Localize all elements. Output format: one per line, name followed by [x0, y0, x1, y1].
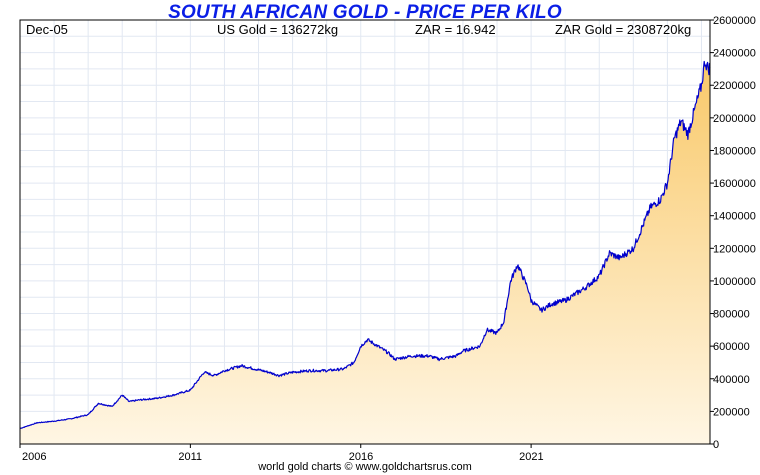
y-tick-label: 1600000: [713, 178, 756, 190]
price-line: [19, 60, 711, 430]
y-tick-label: 0: [713, 439, 719, 451]
y-tick-label: 2200000: [713, 80, 756, 92]
y-tick-label: 800000: [713, 309, 750, 321]
us-gold-label: US Gold = 136272kg: [217, 22, 339, 37]
y-tick-label: 600000: [713, 341, 750, 353]
zar-gold-label: ZAR Gold = 2308720kg: [555, 22, 692, 37]
y-tick-label: 2000000: [713, 113, 756, 125]
y-tick-label: 1000000: [713, 276, 756, 288]
source-credit: world gold charts © www.goldchartsrus.co…: [258, 461, 472, 473]
x-tick-label: 2011: [178, 451, 202, 463]
price-area: [20, 61, 710, 444]
y-tick-label: 1200000: [713, 243, 756, 255]
y-tick-label: 2400000: [713, 48, 756, 60]
y-tick-label: 1800000: [713, 145, 756, 157]
x-tick-label: 2021: [519, 451, 543, 463]
y-tick-label: 400000: [713, 374, 750, 386]
plot-frame: [19, 19, 711, 445]
x-tick-label: 2006: [22, 451, 46, 463]
y-tick-label: 200000: [713, 406, 750, 418]
x-tick-label: 2016: [349, 451, 373, 463]
zar-rate-label: ZAR = 16.942: [415, 22, 496, 37]
y-tick-label: 1400000: [713, 211, 756, 223]
y-tick-label: 2600000: [713, 15, 756, 27]
chart-title: SOUTH AFRICAN GOLD - PRICE PER KILO: [168, 2, 562, 23]
start-date-label: Dec-05: [26, 22, 68, 37]
